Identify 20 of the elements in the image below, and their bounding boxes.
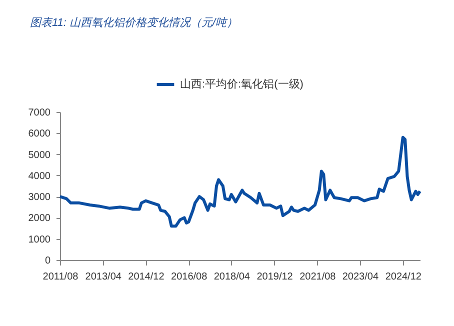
x-tick-label: 2018/04	[214, 272, 250, 282]
y-tick-label: 3000	[28, 192, 51, 204]
x-tick-label: 2016/08	[171, 272, 208, 282]
y-tick-label: 1000	[28, 234, 51, 246]
y-tick-label: 6000	[28, 128, 51, 140]
y-tick-label: 7000	[28, 108, 51, 118]
x-tick-label: 2019/12	[256, 272, 294, 282]
x-tick-label: 2011/08	[42, 272, 79, 282]
x-tick-label: 2024/12	[385, 272, 422, 282]
line-series	[58, 136, 422, 228]
x-tick-label: 2021/08	[300, 272, 336, 282]
x-tick-label: 2014/12	[128, 272, 165, 282]
y-tick-label: 4000	[28, 170, 51, 182]
y-tick-label: 0	[44, 256, 51, 266]
y-tick-label: 2000	[28, 213, 51, 224]
x-tick-label: 2023/04	[342, 272, 379, 282]
x-tick-label: 2013/04	[85, 272, 122, 282]
chart-title: 图表11: 山西氧化铝价格变化情况（元/吨）	[30, 16, 238, 29]
y-tick-label: 5000	[28, 150, 51, 161]
legend-label: 山西:平均价:氧化铝(一级)	[180, 78, 304, 90]
